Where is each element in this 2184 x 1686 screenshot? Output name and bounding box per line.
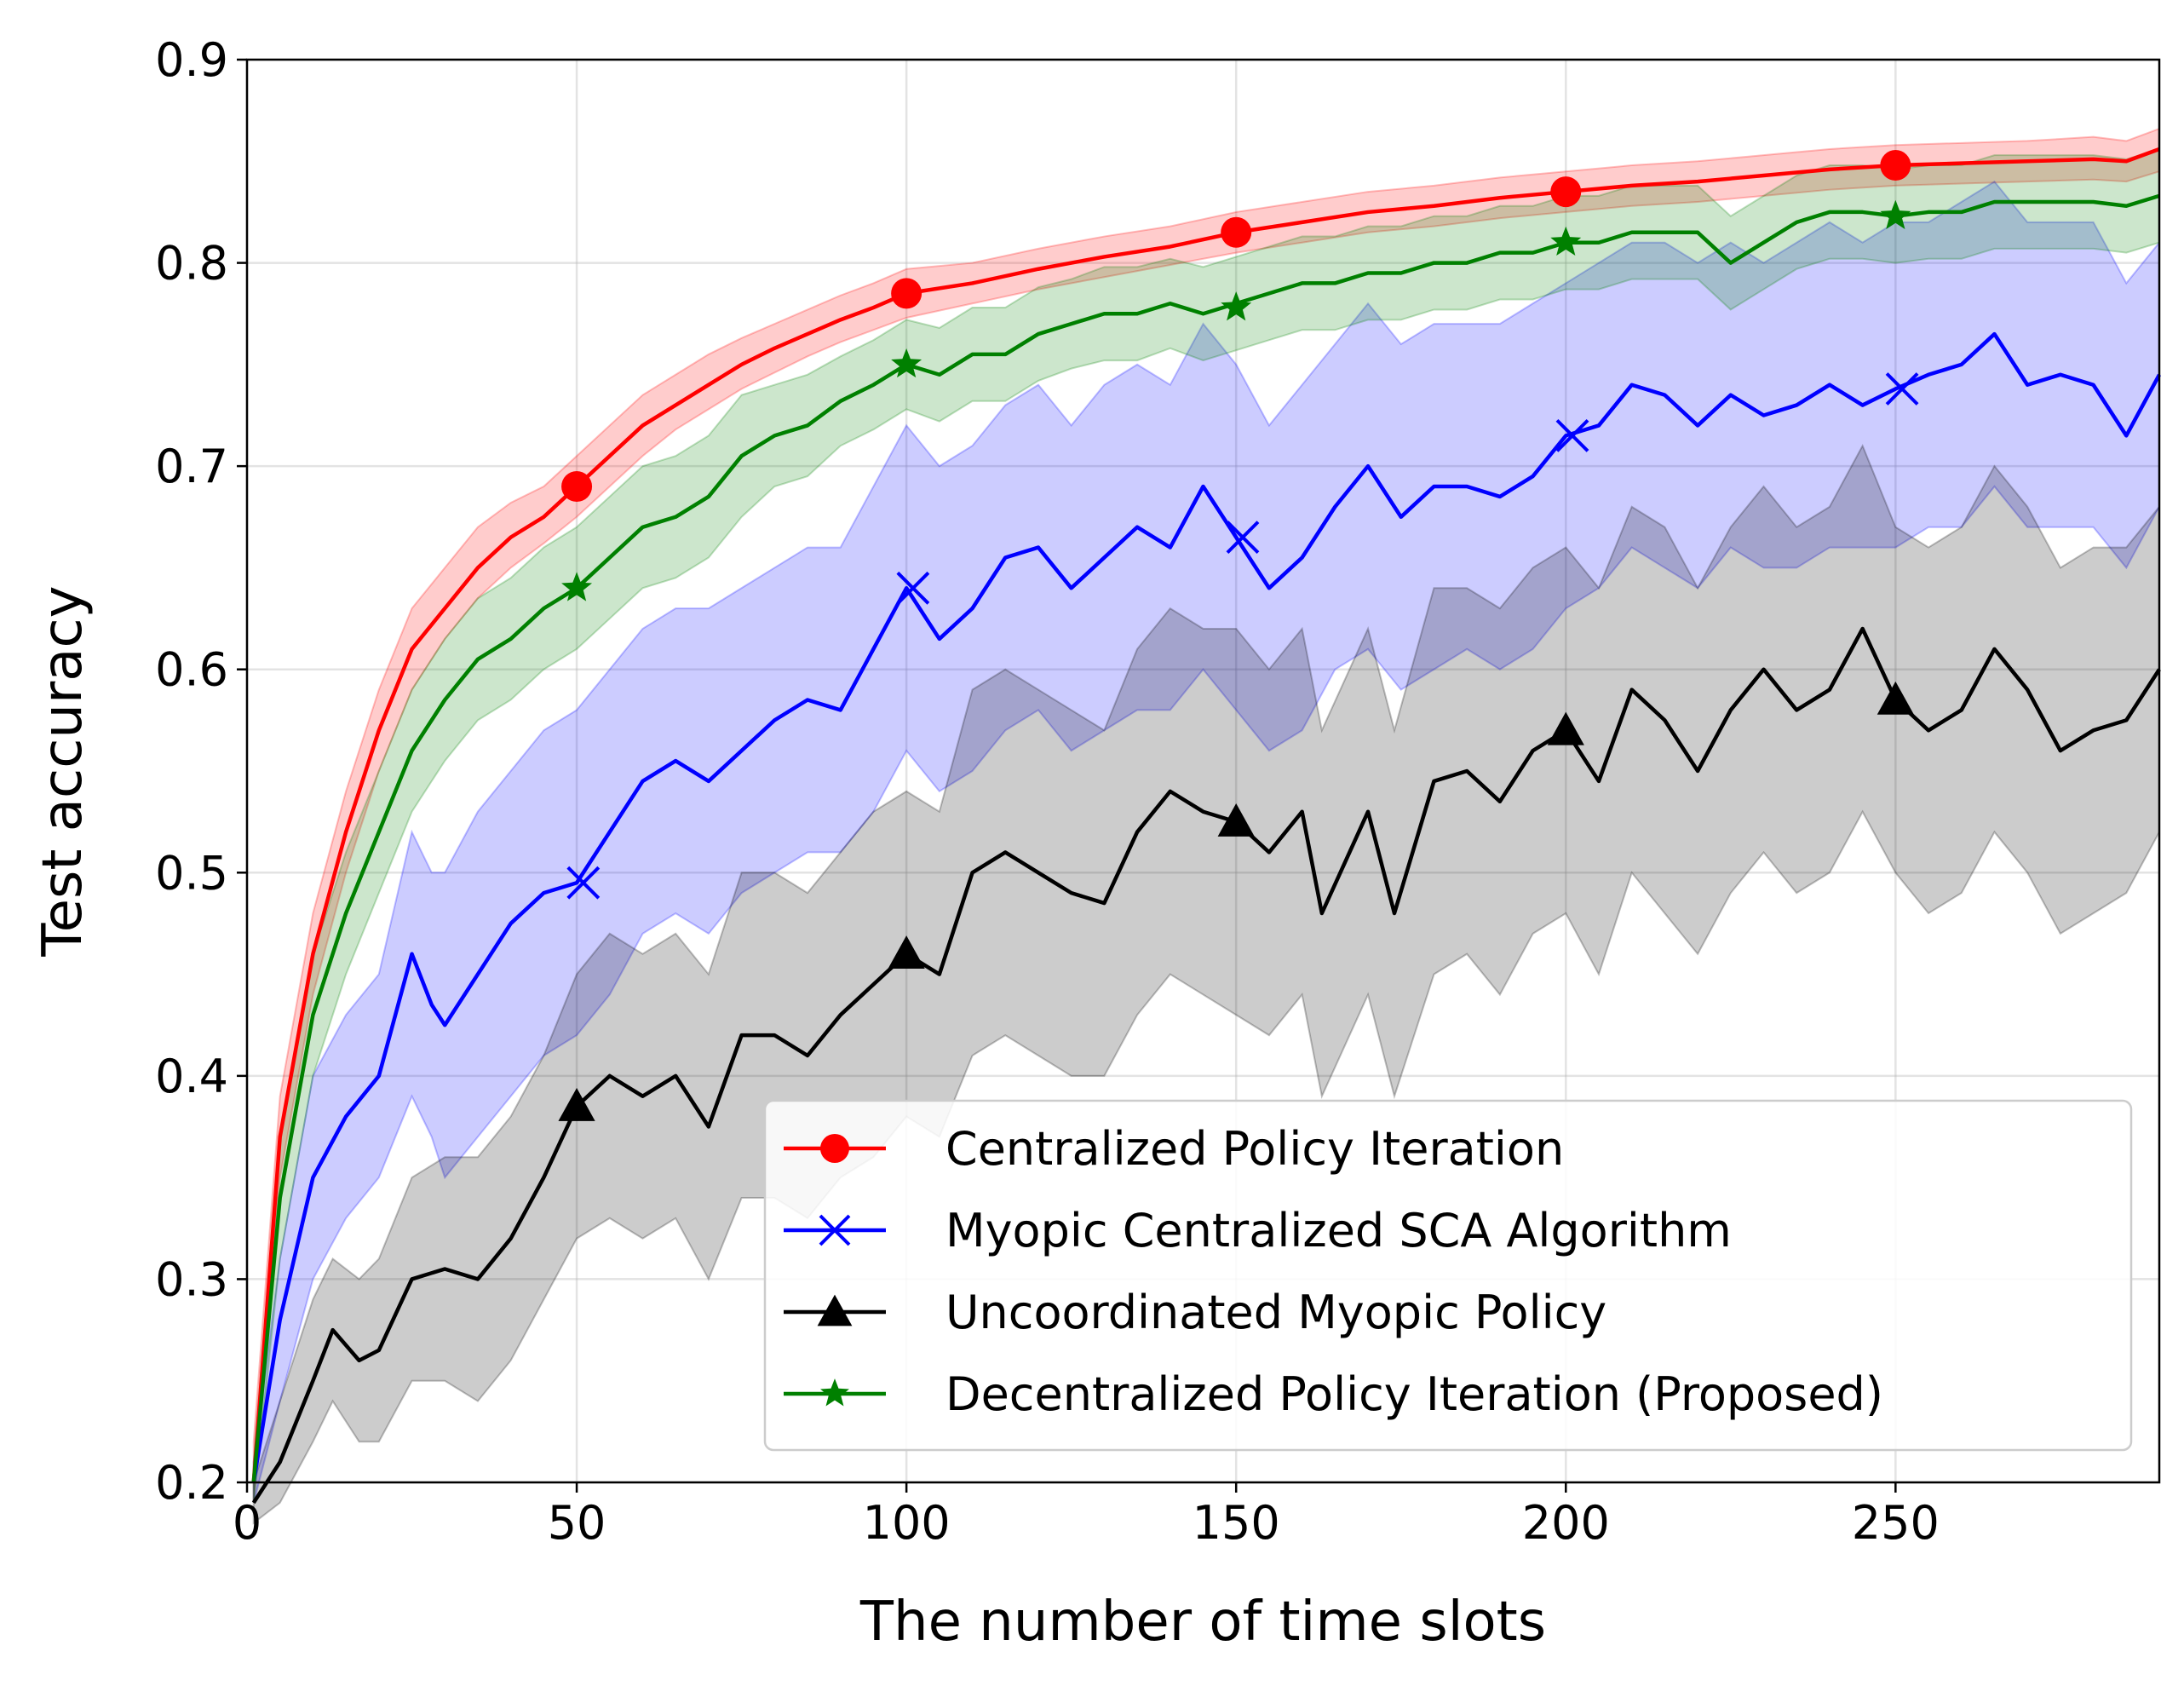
plot-frame <box>245 58 2161 1484</box>
y-tick-label: 0.8 <box>155 237 228 291</box>
y-tick-label: 0.3 <box>155 1252 228 1306</box>
x-marker-stroke <box>819 1214 851 1246</box>
x-tick-label: 0 <box>233 1496 262 1550</box>
triangle-marker <box>888 935 925 969</box>
x-marker-stroke <box>1885 372 1919 406</box>
circle-marker <box>1880 150 1911 181</box>
legend-label: Uncoordinated Myopic Policy <box>945 1286 1606 1339</box>
series-line <box>251 193 2160 1483</box>
series-markers <box>558 150 1919 1121</box>
circle-marker <box>1221 216 1252 248</box>
triangle-marker <box>1877 681 1914 715</box>
x-tick-label: 100 <box>863 1496 951 1550</box>
x-tick-label: 200 <box>1522 1496 1610 1550</box>
x-axis-title: The number of time slots <box>859 1591 1546 1654</box>
triangle-marker <box>558 1088 595 1121</box>
legend: Centralized Policy Iteration Myopic Centr… <box>763 1099 2133 1452</box>
legend-label: Decentralized Policy Iteration (Proposed… <box>945 1367 1883 1421</box>
y-axis-title: Test accuracy <box>32 585 95 957</box>
x-marker-stroke <box>896 571 930 605</box>
x-marker <box>1555 418 1589 452</box>
y-tick-label: 0.4 <box>155 1050 228 1103</box>
x-marker <box>1885 372 1919 406</box>
y-tick-label: 0.7 <box>155 440 228 493</box>
star-marker <box>1550 226 1582 256</box>
x-marker-stroke <box>1226 521 1260 555</box>
x-tick-label: 150 <box>1193 1496 1280 1550</box>
circle-marker <box>891 278 922 309</box>
star-marker <box>891 348 922 378</box>
circle-marker <box>561 471 593 502</box>
legend-box <box>763 1099 2133 1452</box>
y-tick-label: 0.5 <box>155 846 228 900</box>
x-marker <box>819 1214 851 1246</box>
x-marker-stroke <box>566 866 601 900</box>
star-marker <box>561 572 593 601</box>
y-tick-label: 0.6 <box>155 643 228 697</box>
series-line <box>251 331 2161 1483</box>
triangle-marker <box>817 1294 853 1326</box>
star-marker <box>820 1378 849 1407</box>
circle-marker <box>820 1134 849 1163</box>
x-marker <box>896 571 930 605</box>
series-line <box>251 626 2161 1505</box>
circle-marker <box>1550 176 1582 208</box>
legend-label: Myopic Centralized SCA Algorithm <box>945 1204 1732 1257</box>
triangle-marker <box>1547 711 1584 745</box>
x-marker <box>566 866 601 900</box>
x-tick-label: 250 <box>1852 1496 1940 1550</box>
star-marker <box>1880 199 1911 229</box>
legend-label: Centralized Policy Iteration <box>945 1122 1564 1176</box>
x-marker <box>1226 521 1260 555</box>
axis-ticks: 0 50 100 150 200 250 0.2 0.3 0.4 0.5 0.6 0.7 0.8 0.9 <box>155 33 1940 1550</box>
triangle-marker <box>1217 803 1255 837</box>
y-tick-label: 0.2 <box>155 1456 228 1510</box>
x-marker-stroke <box>1555 418 1589 452</box>
star-marker <box>1221 291 1252 321</box>
x-tick-label: 50 <box>548 1496 606 1550</box>
y-tick-label: 0.9 <box>155 33 228 87</box>
